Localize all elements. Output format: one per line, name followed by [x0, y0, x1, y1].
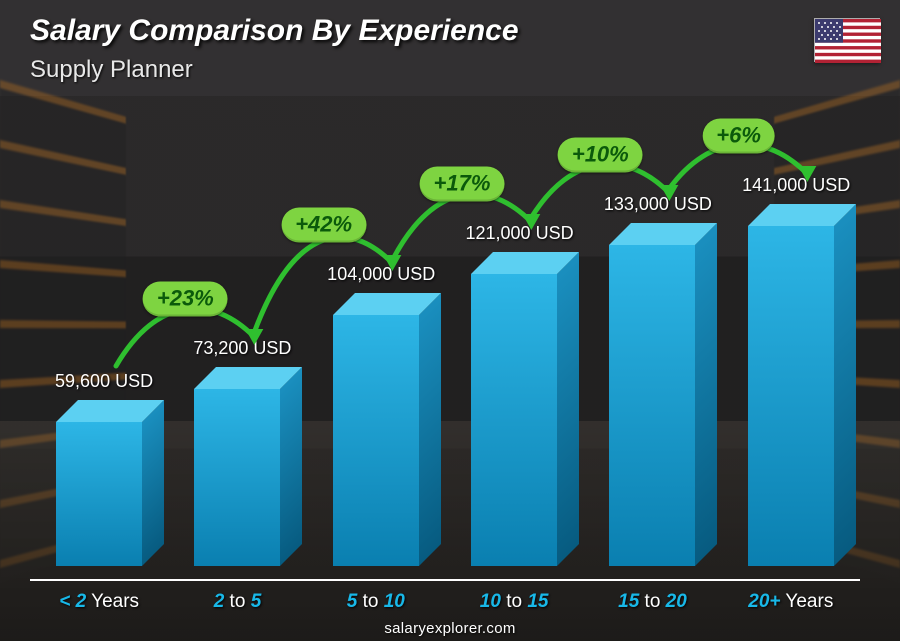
- bar-slot: 141,000 USD: [722, 120, 860, 566]
- bar-slot: 59,600 USD: [30, 120, 168, 566]
- x-axis-label: 5 to 10: [307, 591, 445, 613]
- infographic-stage: Salary Comparison By Experience Supply P…: [0, 0, 900, 641]
- x-axis-label: < 2 Years: [30, 591, 168, 613]
- bar-value-label: 133,000 USD: [604, 194, 712, 215]
- us-flag-icon: [814, 18, 880, 62]
- bar-slot: 104,000 USD: [307, 120, 445, 566]
- bar-value-label: 121,000 USD: [466, 223, 574, 244]
- x-axis-label: 15 to 20: [583, 591, 721, 613]
- salary-bar-chart: 59,600 USD 73,200 USD 104,000 USD 121,000 U…: [30, 120, 860, 566]
- x-axis-label: 2 to 5: [168, 591, 306, 613]
- bar-side: [142, 400, 164, 566]
- bar-side: [557, 252, 579, 566]
- bar: 73,200 USD: [194, 389, 280, 566]
- x-axis-label: 20+ Years: [722, 591, 860, 613]
- bar: 121,000 USD: [471, 274, 557, 566]
- bar-value-label: 141,000 USD: [742, 175, 850, 196]
- bar-front: [333, 315, 419, 566]
- bar: 141,000 USD: [748, 226, 834, 566]
- bar-slot: 73,200 USD: [168, 120, 306, 566]
- bar-value-label: 59,600 USD: [55, 371, 153, 392]
- bars-container: 59,600 USD 73,200 USD 104,000 USD 121,000 U…: [30, 120, 860, 566]
- bar-side: [695, 223, 717, 566]
- bar-value-label: 104,000 USD: [327, 264, 435, 285]
- bar-front: [56, 422, 142, 566]
- footer-attribution: salaryexplorer.com: [0, 620, 900, 637]
- bar-side: [834, 204, 856, 566]
- bar-front: [748, 226, 834, 566]
- bar-front: [609, 245, 695, 566]
- bar: 59,600 USD: [56, 422, 142, 566]
- bar-front: [471, 274, 557, 566]
- bar: 133,000 USD: [609, 245, 695, 566]
- bar-value-label: 73,200 USD: [193, 338, 291, 359]
- x-axis-label: 10 to 15: [445, 591, 583, 613]
- bar-side: [280, 367, 302, 566]
- bar-front: [194, 389, 280, 566]
- bar-slot: 133,000 USD: [583, 120, 721, 566]
- x-axis: < 2 Years2 to 55 to 1010 to 1515 to 2020…: [30, 579, 860, 613]
- bar-side: [419, 293, 441, 566]
- bar: 104,000 USD: [333, 315, 419, 566]
- bar-slot: 121,000 USD: [445, 120, 583, 566]
- page-title: Salary Comparison By Experience: [30, 14, 519, 48]
- page-subtitle: Supply Planner: [30, 56, 193, 84]
